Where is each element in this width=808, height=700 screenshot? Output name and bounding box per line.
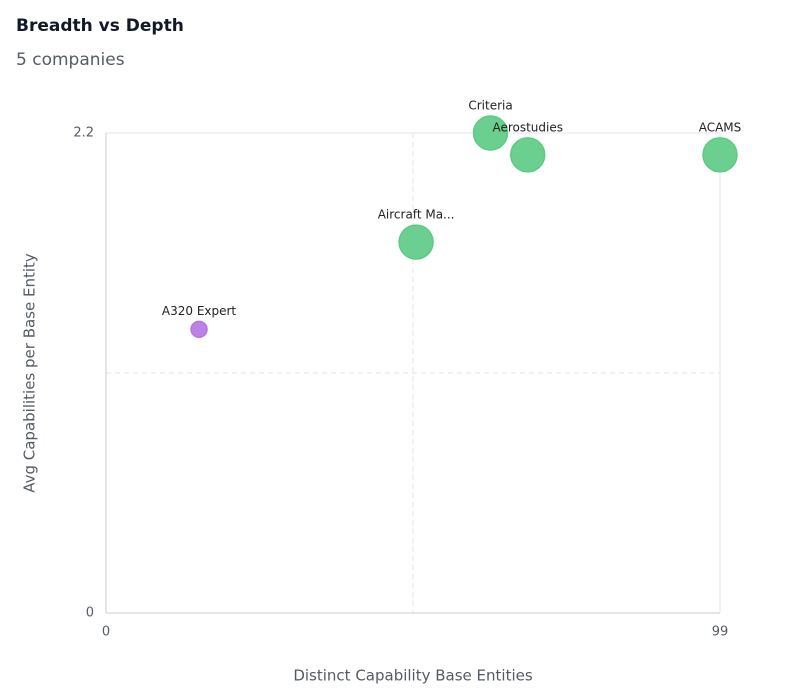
point-label: A320 Expert [162, 304, 237, 318]
bubble [472, 115, 509, 151]
x-tick-label: 99 [712, 625, 729, 640]
chart-subtitle: 5 companies [16, 50, 125, 70]
x-tick-label: 0 [102, 625, 110, 640]
point-label: ACAMS [699, 120, 742, 134]
bubble [702, 137, 738, 173]
point-label: Aircraft Ma... [378, 208, 455, 222]
y-tick-label: 2.2 [73, 126, 94, 141]
point-label: Aerostudies [492, 120, 563, 134]
bubble [398, 224, 434, 260]
y-axis-label: Avg Capabilities per Base Entity [21, 253, 39, 493]
x-axis-label: Distinct Capability Base Entities [293, 667, 533, 685]
bubble [510, 137, 546, 173]
bubble [190, 320, 208, 339]
y-tick-label: 0 [86, 606, 94, 621]
chart-title: Breadth vs Depth [16, 16, 184, 36]
point-label: Criteria [468, 99, 512, 113]
